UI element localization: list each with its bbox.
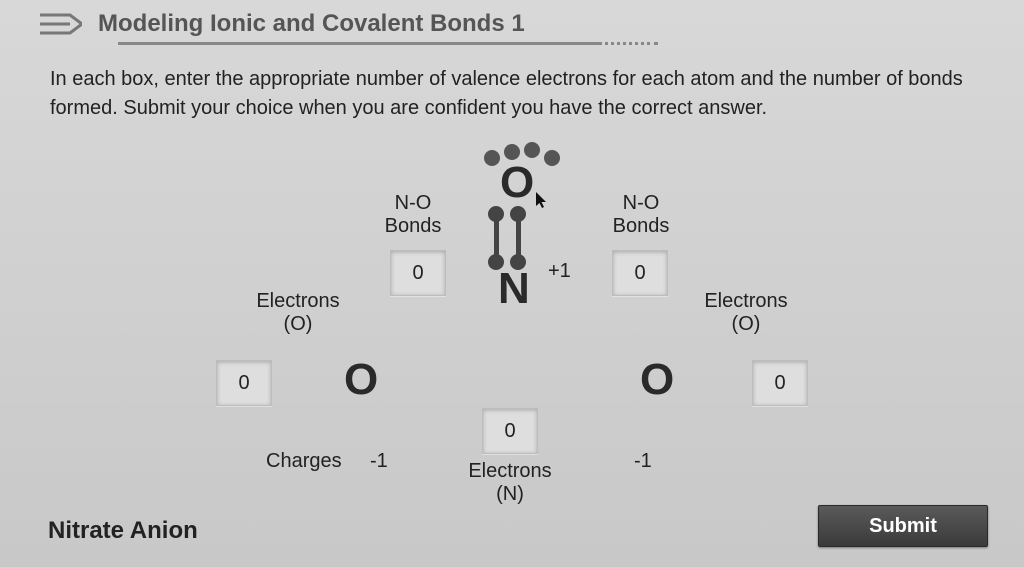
molecule-name: Nitrate Anion — [48, 517, 198, 545]
input-electrons-o-right[interactable]: 0 — [752, 360, 808, 406]
diagram-canvas: O N +1 N-O Bonds 0 N-O Bonds 0 Electrons… — [0, 0, 1024, 567]
cursor-icon — [536, 192, 548, 208]
electron-dot — [524, 142, 540, 158]
electron-dot — [544, 150, 560, 166]
input-electrons-n[interactable]: 0 — [482, 408, 538, 454]
atom-o-left: O — [344, 355, 378, 405]
bond-line — [516, 214, 521, 258]
charge-o-right: -1 — [634, 450, 652, 473]
atom-n-center: N — [498, 264, 530, 314]
bond-line — [494, 214, 499, 258]
input-no-bonds-left[interactable]: 0 — [390, 250, 446, 296]
label-no-bonds-left: N-O Bonds — [378, 192, 448, 238]
label-electrons-n: Electrons (N) — [460, 460, 560, 506]
input-no-bonds-right[interactable]: 0 — [612, 250, 668, 296]
label-electrons-o-right: Electrons (O) — [696, 290, 796, 336]
charge-o-left: -1 — [370, 450, 388, 473]
label-no-bonds-right: N-O Bonds — [606, 192, 676, 238]
charge-n: +1 — [548, 260, 571, 283]
label-charges: Charges — [266, 450, 356, 473]
atom-o-top: O — [500, 158, 534, 208]
label-electrons-o-left: Electrons (O) — [248, 290, 348, 336]
atom-o-right: O — [640, 355, 674, 405]
submit-button[interactable]: Submit — [818, 505, 988, 547]
electron-dot — [484, 150, 500, 166]
input-electrons-o-left[interactable]: 0 — [216, 360, 272, 406]
